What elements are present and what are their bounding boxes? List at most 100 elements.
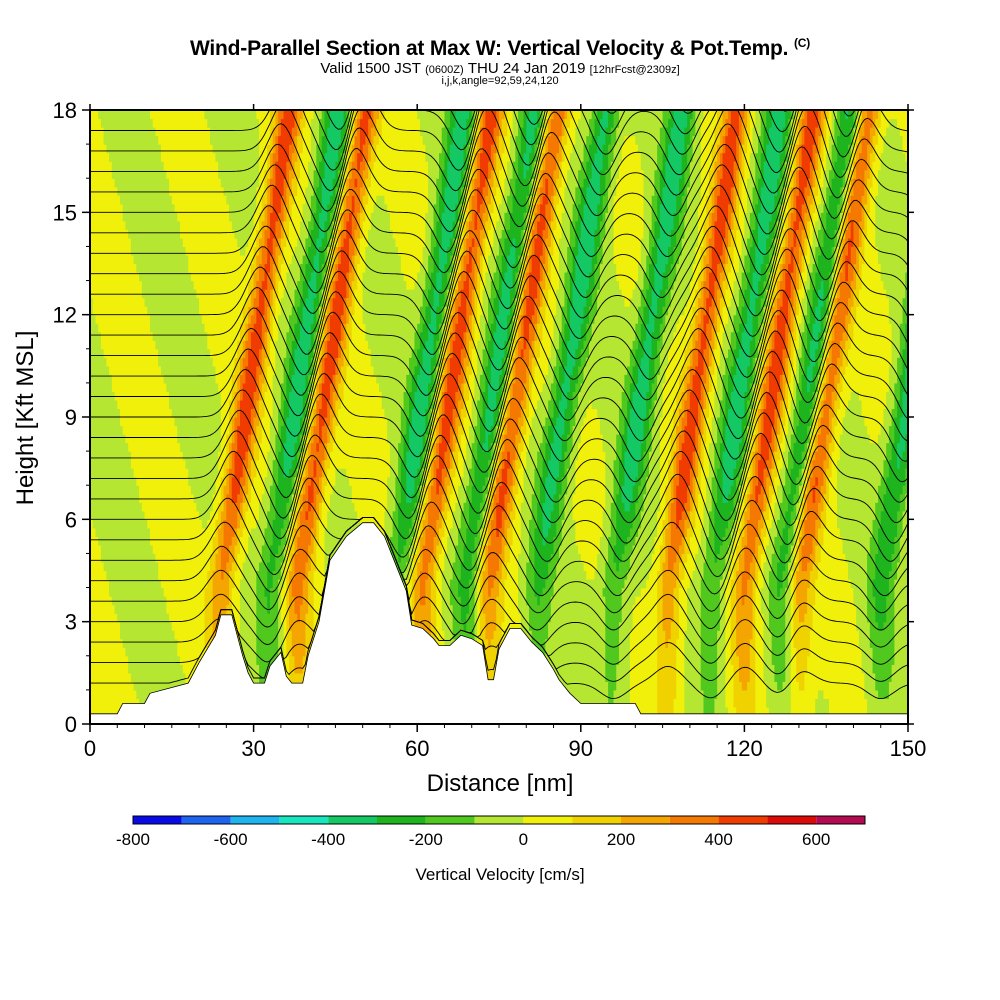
- w-cell: [103, 382, 107, 393]
- w-cell: [103, 442, 107, 452]
- w-cell: [114, 655, 118, 665]
- w-cell: [95, 638, 99, 648]
- w-cell: [111, 417, 116, 427]
- w-cell: [122, 485, 127, 495]
- w-cell: [114, 664, 118, 674]
- w-cell: [90, 289, 94, 299]
- w-cell: [90, 647, 94, 657]
- w-cell: [95, 468, 99, 478]
- w-cell: [92, 331, 97, 341]
- w-cell: [117, 417, 121, 427]
- w-cell: [103, 561, 107, 572]
- w-cell: [111, 527, 116, 537]
- w-cell: [114, 348, 118, 358]
- w-cell: [111, 195, 116, 205]
- w-cell: [100, 485, 105, 495]
- w-cell: [122, 237, 127, 248]
- w-cell: [122, 579, 127, 589]
- w-cell: [103, 417, 107, 427]
- w-cell: [119, 297, 124, 307]
- w-cell: [98, 425, 102, 435]
- w-cell: [125, 647, 129, 657]
- w-cell: [100, 544, 105, 555]
- w-cell: [106, 681, 110, 691]
- w-cell: [111, 169, 116, 179]
- w-cell: [117, 357, 121, 367]
- w-cell: [125, 254, 129, 265]
- w-cell: [109, 357, 113, 367]
- w-cell: [100, 169, 105, 179]
- w-cell: [103, 408, 107, 418]
- w-cell: [109, 212, 113, 222]
- w-cell: [111, 254, 116, 265]
- w-cell: [122, 323, 127, 333]
- w-cell: [103, 127, 107, 137]
- w-cell: [114, 561, 118, 572]
- w-cell: [125, 468, 129, 478]
- w-cell: [109, 297, 113, 307]
- w-cell: [125, 323, 129, 333]
- w-cell: [125, 561, 129, 572]
- w-cell: [100, 254, 105, 265]
- w-cell: [119, 186, 124, 196]
- w-cell: [125, 459, 129, 469]
- w-cell: [109, 519, 113, 529]
- w-cell: [111, 681, 116, 691]
- w-cell: [111, 289, 116, 299]
- w-cell: [114, 510, 118, 520]
- w-cell: [103, 493, 107, 503]
- w-cell: [122, 357, 127, 367]
- w-cell: [109, 672, 113, 682]
- w-cell: [128, 510, 132, 520]
- w-cell: [106, 425, 110, 435]
- w-cell: [106, 152, 110, 162]
- w-cell: [128, 502, 132, 512]
- w-cell: [109, 272, 113, 282]
- w-cell: [122, 493, 127, 503]
- w-cell: [109, 681, 113, 691]
- w-cell: [109, 110, 113, 120]
- w-cell: [111, 502, 116, 512]
- w-cell: [106, 621, 110, 631]
- w-cell: [111, 493, 116, 503]
- w-cell: [100, 212, 105, 222]
- w-cell: [100, 280, 105, 290]
- w-cell: [122, 451, 127, 461]
- w-cell: [103, 596, 107, 606]
- w-cell: [90, 672, 94, 682]
- w-cell: [100, 365, 105, 375]
- w-cell: [125, 596, 129, 606]
- w-cell: [103, 289, 107, 299]
- w-cell: [95, 647, 99, 657]
- w-cell: [109, 195, 113, 205]
- w-cell: [109, 425, 113, 435]
- w-cell: [90, 399, 94, 410]
- w-cell: [100, 161, 105, 171]
- w-cell: [125, 272, 129, 282]
- w-cell: [109, 485, 113, 495]
- w-cell: [125, 630, 129, 640]
- w-cell: [103, 212, 107, 222]
- w-cell: [122, 604, 127, 614]
- w-cell: [103, 246, 107, 256]
- w-cell: [106, 485, 110, 495]
- w-cell: [119, 408, 124, 418]
- w-cell: [98, 655, 102, 665]
- w-cell: [100, 647, 105, 657]
- w-cell: [92, 570, 97, 580]
- w-cell: [92, 579, 97, 589]
- w-cell: [111, 203, 116, 213]
- w-cell: [114, 442, 118, 452]
- w-cell: [122, 544, 127, 555]
- w-cell: [119, 664, 124, 674]
- w-cell: [114, 323, 118, 333]
- w-cell: [106, 169, 110, 179]
- w-cell: [111, 596, 116, 606]
- w-cell: [100, 195, 105, 205]
- w-cell: [114, 485, 118, 495]
- w-cell: [114, 604, 118, 614]
- w-cell: [98, 587, 102, 597]
- w-cell: [95, 203, 99, 213]
- w-cell: [125, 178, 129, 188]
- w-cell: [103, 297, 107, 307]
